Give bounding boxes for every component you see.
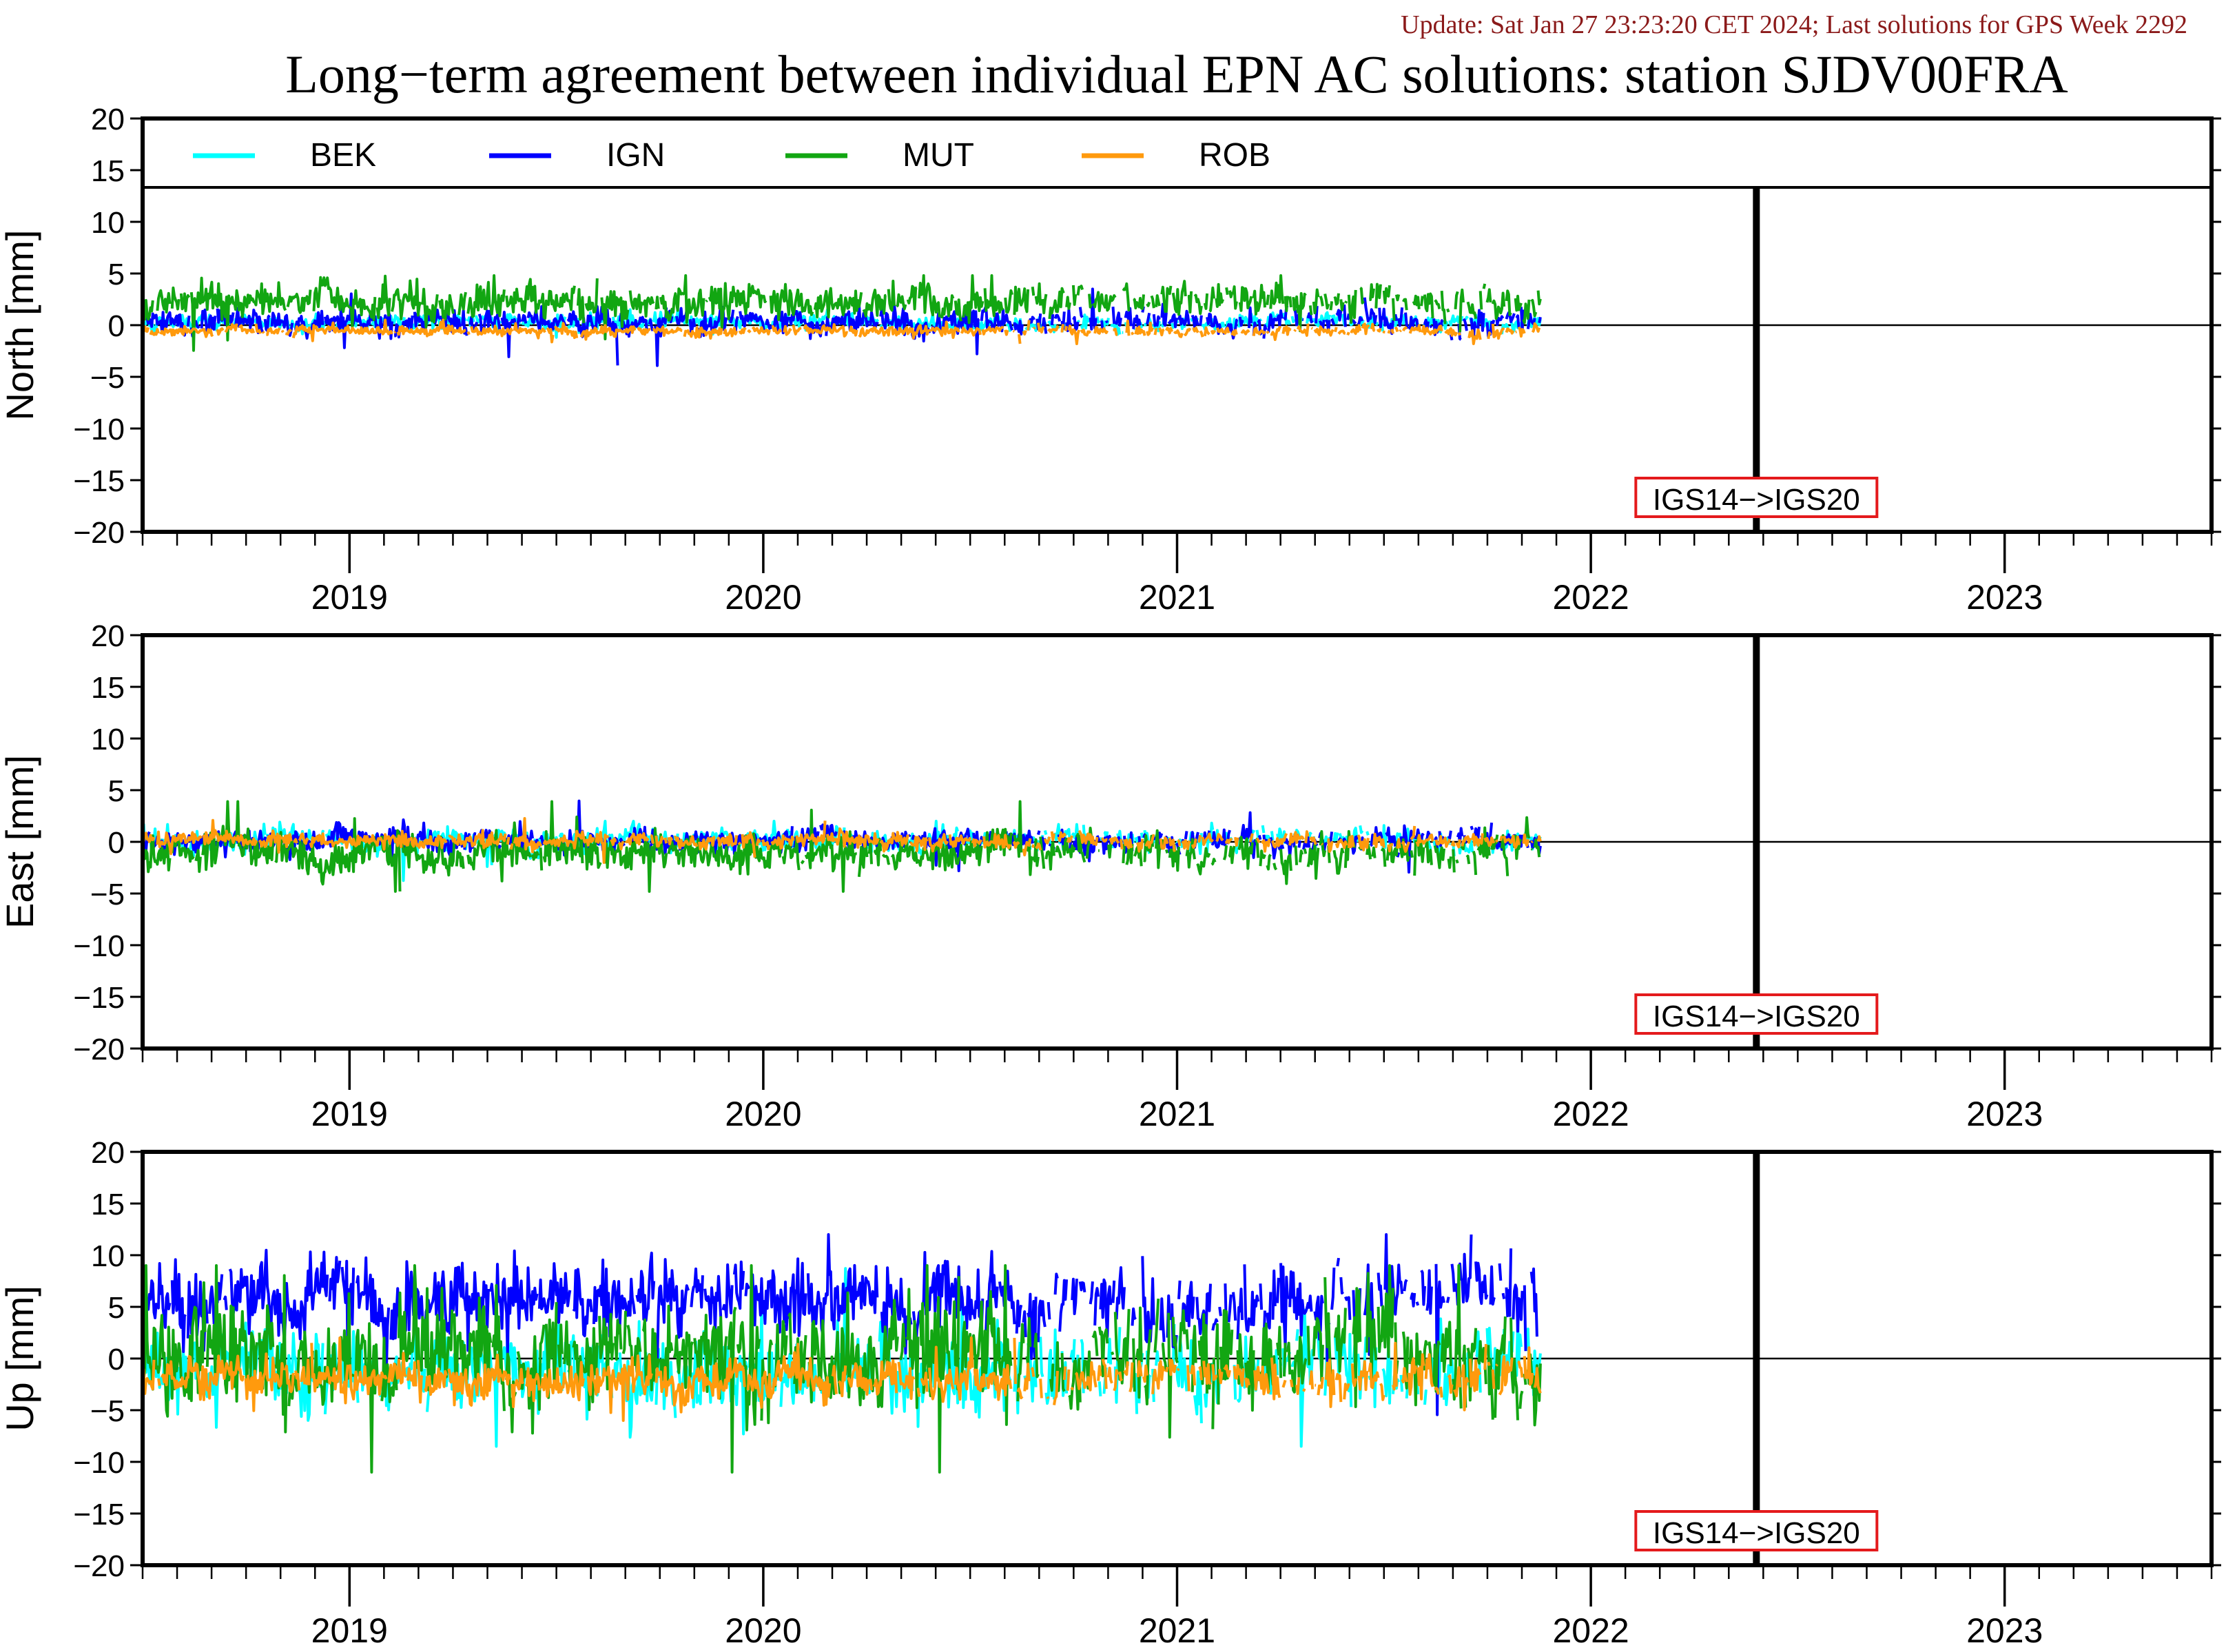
x-year-label: 2022 xyxy=(1552,1611,1629,1650)
y-tick-label: 15 xyxy=(91,154,125,188)
series-line-rob xyxy=(143,1336,1542,1422)
x-year-label: 2023 xyxy=(1966,578,2043,617)
y-tick-label: −10 xyxy=(73,929,125,963)
event-marker-label: IGS14−>IGS20 xyxy=(1653,483,1860,517)
x-year-label: 2019 xyxy=(311,1611,388,1650)
series-group xyxy=(143,1235,1542,1474)
y-tick-label: −5 xyxy=(90,878,125,911)
y-tick-label: 20 xyxy=(91,619,125,653)
y-tick-label: 10 xyxy=(91,723,125,756)
series-line-rob xyxy=(143,817,1542,864)
legend-label-ign: IGN xyxy=(606,137,665,174)
y-axis-label: North [mm] xyxy=(0,230,41,421)
x-year-label: 2020 xyxy=(725,1611,801,1650)
x-year-label: 2019 xyxy=(311,578,388,617)
series-line-rob xyxy=(143,318,1541,345)
y-tick-label: 0 xyxy=(108,309,125,343)
panel-up: 20 15 10 5 0 −5 −10 −15 −20 Up [mm] 2019 2020 2021 20… xyxy=(0,1136,2221,1650)
y-tick-label: 20 xyxy=(91,1136,125,1170)
legend-label-mut: MUT xyxy=(903,137,974,174)
y-tick-label: 10 xyxy=(91,1239,125,1273)
y-tick-label: 15 xyxy=(91,1188,125,1221)
legend-label-bek: BEK xyxy=(310,137,376,174)
event-marker-box-bg xyxy=(1636,478,1877,517)
y-tick-label: −5 xyxy=(90,361,125,395)
legend-box xyxy=(141,117,2213,189)
x-year-label: 2019 xyxy=(311,1095,388,1133)
x-year-label: 2023 xyxy=(1966,1611,2043,1650)
event-marker-box xyxy=(1634,477,1879,518)
x-year-label: 2020 xyxy=(725,1095,801,1133)
y-tick-label: 5 xyxy=(108,1291,125,1325)
y-tick-label: −20 xyxy=(73,1033,125,1066)
series-group xyxy=(143,799,1542,893)
panels-group: BEK IGN MUT ROB 20 15 10 5 0 −5 −10 −15 −20 North [mm… xyxy=(0,103,2221,1650)
series-line-mut xyxy=(143,1264,1542,1474)
event-marker-label: IGS14−>IGS20 xyxy=(1653,1516,1860,1550)
event-marker-box-bg xyxy=(1636,995,1877,1033)
y-tick-label: 5 xyxy=(108,774,125,808)
x-year-label: 2022 xyxy=(1552,578,1629,617)
y-tick-label: −10 xyxy=(73,1446,125,1480)
panel-north: BEK IGN MUT ROB 20 15 10 5 0 −5 −10 −15 −20 North [mm… xyxy=(0,103,2221,617)
legend-label-rob: ROB xyxy=(1199,137,1270,174)
y-tick-label: −5 xyxy=(90,1394,125,1428)
y-tick-label: 15 xyxy=(91,671,125,705)
y-tick-label: 10 xyxy=(91,206,125,240)
event-marker-box-bg xyxy=(1636,1511,1877,1550)
x-year-label: 2022 xyxy=(1552,1095,1629,1133)
x-year-label: 2021 xyxy=(1139,1095,1215,1133)
y-tick-label: 0 xyxy=(108,826,125,860)
y-tick-label: −20 xyxy=(73,1549,125,1583)
x-year-label: 2021 xyxy=(1139,578,1215,617)
update-timestamp: Update: Sat Jan 27 23:23:20 CET 2024; La… xyxy=(1401,10,2187,39)
panel-east: 20 15 10 5 0 −5 −10 −15 −20 East [mm] 2019 2020 2021… xyxy=(0,619,2221,1133)
y-axis-label: East [mm] xyxy=(0,755,41,929)
event-marker-box xyxy=(1634,1510,1879,1551)
x-year-label: 2020 xyxy=(725,578,801,617)
y-tick-label: 5 xyxy=(108,258,125,291)
chart-title: Long−term agreement between individual E… xyxy=(285,44,2068,104)
series-group xyxy=(143,274,1542,367)
x-year-label: 2023 xyxy=(1966,1095,2043,1133)
y-tick-label: −20 xyxy=(73,516,125,550)
y-tick-label: 0 xyxy=(108,1343,125,1376)
y-axis-label: Up [mm] xyxy=(0,1286,41,1432)
x-year-label: 2021 xyxy=(1139,1611,1215,1650)
event-marker-box xyxy=(1634,993,1879,1035)
y-tick-label: −10 xyxy=(73,413,125,446)
series-line-mut xyxy=(143,274,1542,352)
y-tick-label: −15 xyxy=(73,464,125,498)
y-tick-label: 20 xyxy=(91,103,125,136)
event-marker-label: IGS14−>IGS20 xyxy=(1653,1000,1860,1033)
y-tick-label: −15 xyxy=(73,981,125,1015)
y-tick-label: −15 xyxy=(73,1498,125,1531)
